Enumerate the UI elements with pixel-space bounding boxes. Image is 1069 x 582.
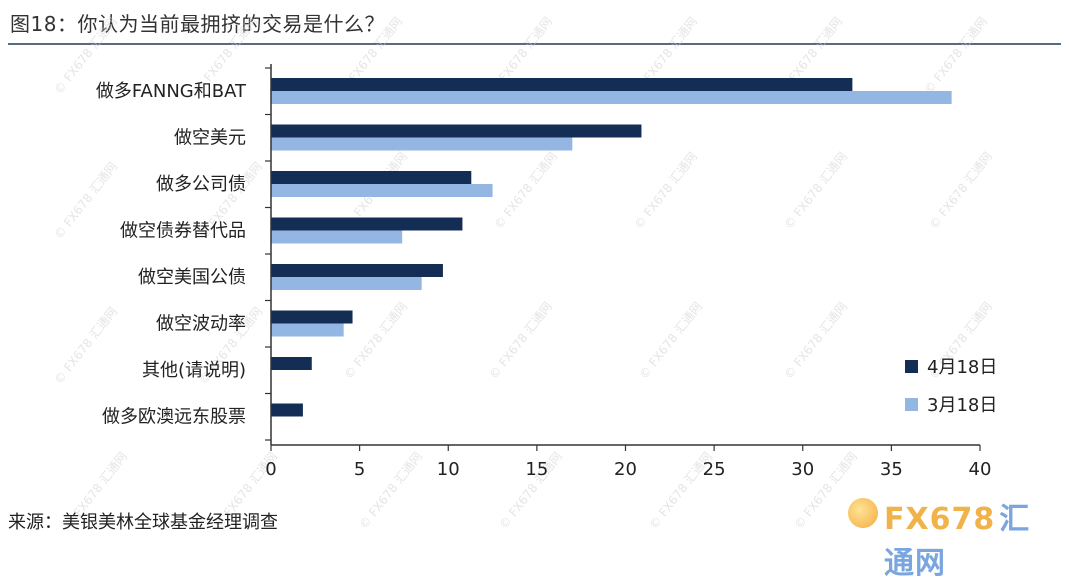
- bar-apr18: [271, 264, 443, 277]
- category-label: 做空波动率: [156, 314, 246, 335]
- brand-logo: FX678 汇通网: [848, 494, 1060, 581]
- x-tick-label: 30: [791, 459, 814, 480]
- legend-label: 3月18日: [927, 395, 997, 416]
- bar-apr18: [271, 357, 312, 370]
- watermark: © FX678 汇通网: [631, 149, 700, 231]
- x-tick-label: 25: [703, 459, 726, 480]
- category-label: 做空债券替代品: [120, 221, 246, 242]
- watermark: © FX678 汇通网: [51, 159, 120, 241]
- legend-swatch-mar18: [905, 398, 918, 411]
- bar-apr18: [271, 310, 353, 324]
- bar-mar18: [271, 323, 344, 337]
- bar-mar18: [271, 184, 493, 197]
- title-divider: [8, 43, 1061, 45]
- x-tick-label: 0: [265, 459, 276, 480]
- bar-apr18: [271, 403, 303, 417]
- logo-coin-icon: [848, 498, 878, 528]
- x-tick-label: 35: [880, 459, 903, 480]
- watermark: © FX678 汇通网: [781, 299, 850, 381]
- chart-title: 图18：你认为当前最拥挤的交易是什么？: [10, 12, 385, 36]
- bar-apr18: [271, 171, 472, 184]
- watermark: © FX678 汇通网: [636, 299, 705, 381]
- source-note: 来源：美银美林全球基金经理调查: [8, 512, 278, 533]
- category-label: 做空美国公债: [138, 267, 246, 288]
- legend-swatch-apr18: [905, 360, 918, 373]
- bar-mar18: [271, 91, 952, 104]
- bar-apr18: [271, 217, 463, 231]
- watermark: © FX678 汇通网: [51, 304, 120, 386]
- watermark: © FX678 汇通网: [491, 149, 560, 231]
- x-tick-label: 20: [614, 459, 637, 480]
- logo-text: FX678 汇通网: [884, 502, 1031, 581]
- watermark: © FX678 汇通网: [486, 299, 555, 381]
- bar-chart: © FX678 汇通网 © FX678 汇通网 © FX678 汇通网 © FX678…: [51, 14, 997, 531]
- category-label: 做多欧澳远东股票: [102, 407, 246, 428]
- legend-label: 4月18日: [927, 357, 997, 378]
- bar-mar18: [271, 230, 403, 244]
- category-label: 做多FANNG和BAT: [96, 81, 247, 102]
- x-tick-label: 40: [969, 459, 992, 480]
- watermark: © FX678 汇通网: [926, 149, 995, 231]
- x-tick-label: 5: [354, 459, 365, 480]
- bar-apr18: [271, 78, 853, 91]
- watermark: © FX678 汇通网: [921, 14, 990, 96]
- bar-apr18: [271, 124, 642, 138]
- category-label: 做多公司债: [156, 174, 246, 195]
- category-label: 其他(请说明): [142, 360, 246, 381]
- category-label: 做空美元: [174, 128, 246, 149]
- watermark: © FX678 汇通网: [356, 449, 425, 531]
- bar-mar18: [271, 277, 422, 290]
- watermark: © FX678 汇通网: [781, 149, 850, 231]
- x-tick-label: 15: [525, 459, 548, 480]
- bar-mar18: [271, 137, 573, 151]
- x-tick-label: 10: [437, 459, 460, 480]
